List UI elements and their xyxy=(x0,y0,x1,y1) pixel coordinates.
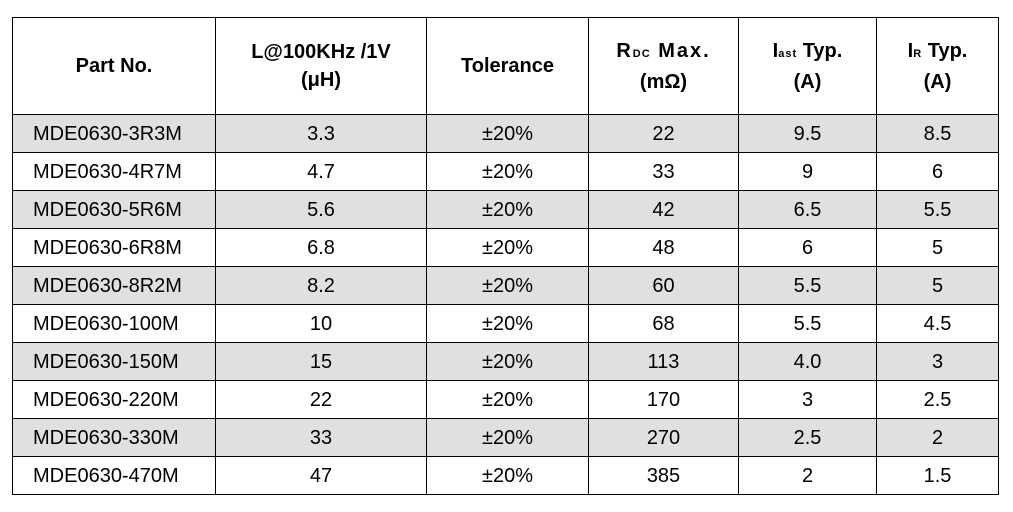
cell-inductance: 8.2 xyxy=(215,266,427,305)
cell-isat: 6.5 xyxy=(738,190,877,229)
table-row: MDE0630-3R3M 3.3 ±20% 22 9.5 8.5 xyxy=(12,114,999,153)
cell-tolerance: ±20% xyxy=(426,266,589,305)
cell-rdc: 60 xyxy=(588,266,739,305)
cell-isat: 2.5 xyxy=(738,418,877,457)
table-row: MDE0630-330M 33 ±20% 270 2.5 2 xyxy=(12,418,999,457)
cell-ir: 1.5 xyxy=(876,456,999,495)
cell-tolerance: ±20% xyxy=(426,190,589,229)
header-part-no: Part No. xyxy=(12,17,216,115)
cell-rdc: 33 xyxy=(588,152,739,191)
cell-inductance: 6.8 xyxy=(215,228,427,267)
header-isat-symbol: I xyxy=(772,39,779,62)
header-ir-typ: IR Typ. (A) xyxy=(876,17,999,115)
cell-rdc: 385 xyxy=(588,456,739,495)
table-row: MDE0630-100M 10 ±20% 68 5.5 4.5 xyxy=(12,304,999,343)
cell-tolerance: ±20% xyxy=(426,304,589,343)
header-rdc-unit: (mΩ) xyxy=(639,70,688,93)
cell-isat: 2 xyxy=(738,456,877,495)
table-row: MDE0630-5R6M 5.6 ±20% 42 6.5 5.5 xyxy=(12,190,999,229)
cell-isat: 5.5 xyxy=(738,304,877,343)
header-rdc-label: Max. xyxy=(650,39,711,62)
cell-isat: 6 xyxy=(738,228,877,267)
cell-ir: 3 xyxy=(876,342,999,381)
cell-isat: 5.5 xyxy=(738,266,877,305)
header-tolerance: Tolerance xyxy=(426,17,589,115)
table-row: MDE0630-8R2M 8.2 ±20% 60 5.5 5 xyxy=(12,266,999,305)
cell-part-no: MDE0630-100M xyxy=(12,304,216,343)
cell-ir: 5 xyxy=(876,228,999,267)
table-row: MDE0630-4R7M 4.7 ±20% 33 9 6 xyxy=(12,152,999,191)
header-isat-typ: Iast Typ. (A) xyxy=(738,17,877,115)
cell-inductance: 10 xyxy=(215,304,427,343)
header-isat-unit: (A) xyxy=(793,70,822,93)
header-inductance-label: L@100KHz /1V xyxy=(251,41,391,63)
cell-tolerance: ±20% xyxy=(426,418,589,457)
cell-part-no: MDE0630-6R8M xyxy=(12,228,216,267)
cell-isat: 9.5 xyxy=(738,114,877,153)
header-ir-subscript: R xyxy=(913,47,923,60)
cell-part-no: MDE0630-220M xyxy=(12,380,216,419)
header-ir-unit: (A) xyxy=(923,70,952,93)
table-header-row: Part No. L@100KHz /1V (μH) Tolerance RDC… xyxy=(12,17,999,115)
cell-isat: 3 xyxy=(738,380,877,419)
cell-ir: 8.5 xyxy=(876,114,999,153)
cell-tolerance: ±20% xyxy=(426,456,589,495)
cell-rdc: 113 xyxy=(588,342,739,381)
cell-tolerance: ±20% xyxy=(426,114,589,153)
cell-part-no: MDE0630-8R2M xyxy=(12,266,216,305)
cell-ir: 2 xyxy=(876,418,999,457)
cell-ir: 2.5 xyxy=(876,380,999,419)
cell-ir: 6 xyxy=(876,152,999,191)
cell-rdc: 48 xyxy=(588,228,739,267)
cell-rdc: 22 xyxy=(588,114,739,153)
cell-part-no: MDE0630-5R6M xyxy=(12,190,216,229)
header-inductance: L@100KHz /1V (μH) xyxy=(215,17,427,115)
cell-isat: 4.0 xyxy=(738,342,877,381)
cell-inductance: 3.3 xyxy=(215,114,427,153)
header-ir-label: Typ. xyxy=(922,39,968,62)
table-row: MDE0630-220M 22 ±20% 170 3 2.5 xyxy=(12,380,999,419)
header-inductance-unit: (μH) xyxy=(301,69,341,91)
cell-part-no: MDE0630-330M xyxy=(12,418,216,457)
cell-tolerance: ±20% xyxy=(426,380,589,419)
header-rdc-max: RDC Max. (mΩ) xyxy=(588,17,739,115)
cell-tolerance: ±20% xyxy=(426,152,589,191)
cell-isat: 9 xyxy=(738,152,877,191)
cell-inductance: 47 xyxy=(215,456,427,495)
header-rdc-subscript: DC xyxy=(632,47,651,60)
cell-rdc: 170 xyxy=(588,380,739,419)
header-ir-symbol: I xyxy=(907,39,914,62)
cell-part-no: MDE0630-4R7M xyxy=(12,152,216,191)
cell-part-no: MDE0630-470M xyxy=(12,456,216,495)
cell-ir: 5 xyxy=(876,266,999,305)
cell-inductance: 4.7 xyxy=(215,152,427,191)
cell-part-no: MDE0630-3R3M xyxy=(12,114,216,153)
cell-rdc: 42 xyxy=(588,190,739,229)
cell-rdc: 68 xyxy=(588,304,739,343)
cell-inductance: 5.6 xyxy=(215,190,427,229)
table-row: MDE0630-470M 47 ±20% 385 2 1.5 xyxy=(12,456,999,495)
cell-rdc: 270 xyxy=(588,418,739,457)
cell-tolerance: ±20% xyxy=(426,228,589,267)
header-isat-subscript: ast xyxy=(778,47,798,60)
header-rdc-symbol: R xyxy=(616,39,633,62)
inductor-spec-table: Part No. L@100KHz /1V (μH) Tolerance RDC… xyxy=(12,17,999,495)
cell-ir: 4.5 xyxy=(876,304,999,343)
cell-tolerance: ±20% xyxy=(426,342,589,381)
table-row: MDE0630-150M 15 ±20% 113 4.0 3 xyxy=(12,342,999,381)
cell-part-no: MDE0630-150M xyxy=(12,342,216,381)
cell-ir: 5.5 xyxy=(876,190,999,229)
cell-inductance: 22 xyxy=(215,380,427,419)
cell-inductance: 33 xyxy=(215,418,427,457)
table-row: MDE0630-6R8M 6.8 ±20% 48 6 5 xyxy=(12,228,999,267)
cell-inductance: 15 xyxy=(215,342,427,381)
header-isat-label: Typ. xyxy=(797,39,843,62)
